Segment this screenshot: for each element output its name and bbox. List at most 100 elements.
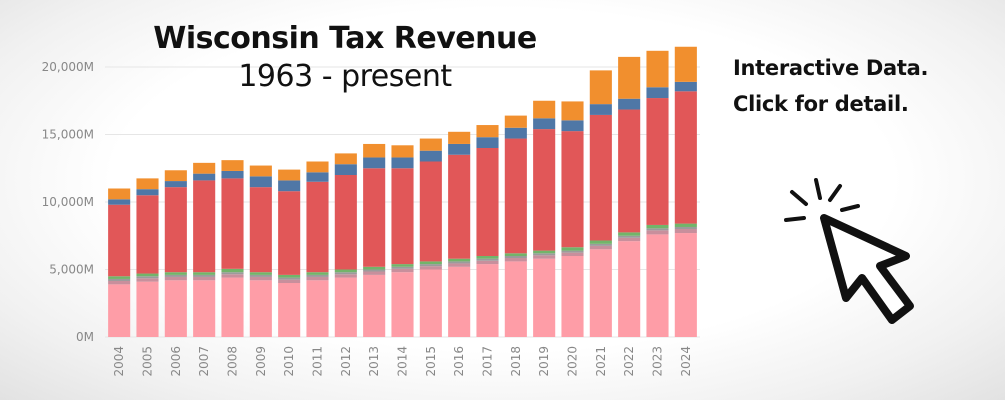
bar-segment[interactable]: [221, 170, 244, 179]
bar-segment[interactable]: [249, 187, 272, 273]
bar-segment[interactable]: [391, 264, 414, 267]
bar-segment[interactable]: [391, 266, 414, 269]
bar-segment[interactable]: [646, 234, 669, 337]
bar-segment[interactable]: [646, 224, 669, 229]
bar-segment[interactable]: [221, 160, 244, 171]
bar-segment[interactable]: [419, 269, 442, 338]
bar-segment[interactable]: [589, 70, 612, 105]
bar-segment[interactable]: [363, 266, 386, 270]
bar-segment[interactable]: [108, 204, 131, 277]
bar-segment[interactable]: [249, 176, 272, 188]
bar-segment[interactable]: [363, 274, 386, 337]
bar-segment[interactable]: [278, 274, 301, 278]
bar-segment[interactable]: [164, 181, 187, 188]
bar-segment[interactable]: [391, 157, 414, 169]
bar-segment[interactable]: [476, 256, 499, 259]
bar-segment[interactable]: [618, 98, 641, 110]
bar-segment[interactable]: [306, 161, 329, 173]
bar-segment[interactable]: [249, 274, 272, 277]
bar-segment[interactable]: [164, 170, 187, 182]
bar-segment[interactable]: [674, 46, 697, 82]
bar-segment[interactable]: [193, 276, 216, 281]
bar-segment[interactable]: [334, 175, 357, 270]
bar-segment[interactable]: [476, 125, 499, 138]
bar-segment[interactable]: [221, 277, 244, 337]
bar-segment[interactable]: [164, 272, 187, 275]
bar-segment[interactable]: [278, 277, 301, 280]
bar-segment[interactable]: [221, 272, 244, 275]
bar-segment[interactable]: [278, 279, 301, 284]
bar-segment[interactable]: [391, 168, 414, 265]
bar-segment[interactable]: [646, 230, 669, 235]
bar-segment[interactable]: [193, 180, 216, 273]
bar-segment[interactable]: [419, 266, 442, 270]
bar-segment[interactable]: [136, 276, 159, 279]
bar-segment[interactable]: [221, 268, 244, 273]
bar-segment[interactable]: [334, 272, 357, 275]
bar-segment[interactable]: [391, 272, 414, 337]
bar-segment[interactable]: [504, 127, 527, 139]
bar-segment[interactable]: [561, 252, 584, 257]
bar-segment[interactable]: [476, 258, 499, 261]
bar-segment[interactable]: [363, 143, 386, 158]
bar-segment[interactable]: [193, 173, 216, 181]
bar-segment[interactable]: [419, 264, 442, 267]
bar-segment[interactable]: [136, 273, 159, 277]
bar-segment[interactable]: [193, 272, 216, 275]
bar-segment[interactable]: [533, 129, 556, 251]
bar-segment[interactable]: [164, 274, 187, 277]
bar-segment[interactable]: [589, 243, 612, 246]
bar-segment[interactable]: [618, 241, 641, 337]
bar-segment[interactable]: [419, 150, 442, 162]
bar-segment[interactable]: [533, 258, 556, 337]
bar-segment[interactable]: [561, 250, 584, 253]
bar-segment[interactable]: [334, 269, 357, 273]
bar-segment[interactable]: [448, 261, 471, 264]
bar-segment[interactable]: [419, 261, 442, 265]
bar-segment[interactable]: [618, 109, 641, 233]
bar-segment[interactable]: [646, 50, 669, 88]
bar-segment[interactable]: [589, 240, 612, 244]
bar-segment[interactable]: [533, 100, 556, 119]
bar-segment[interactable]: [419, 161, 442, 262]
bar-segment[interactable]: [306, 276, 329, 281]
bar-segment[interactable]: [108, 188, 131, 200]
bar-segment[interactable]: [278, 180, 301, 192]
bar-segment[interactable]: [646, 228, 669, 231]
bar-segment[interactable]: [108, 199, 131, 205]
bar-segment[interactable]: [504, 253, 527, 256]
bar-segment[interactable]: [334, 277, 357, 337]
bar-segment[interactable]: [504, 115, 527, 128]
bar-segment[interactable]: [278, 283, 301, 337]
bar-segment[interactable]: [504, 256, 527, 259]
bar-segment[interactable]: [504, 258, 527, 262]
bar-segment[interactable]: [476, 148, 499, 256]
bar-segment[interactable]: [618, 56, 641, 99]
bar-segment[interactable]: [249, 165, 272, 177]
bar-segment[interactable]: [306, 280, 329, 337]
bars[interactable]: [108, 46, 697, 338]
bar-segment[interactable]: [306, 272, 329, 275]
bar-segment[interactable]: [674, 229, 697, 234]
bar-segment[interactable]: [674, 226, 697, 229]
bar-segment[interactable]: [249, 280, 272, 337]
bar-segment[interactable]: [589, 114, 612, 241]
bar-segment[interactable]: [448, 143, 471, 155]
bar-segment[interactable]: [448, 131, 471, 144]
bar-segment[interactable]: [108, 284, 131, 337]
bar-segment[interactable]: [136, 278, 159, 282]
bar-segment[interactable]: [674, 91, 697, 224]
bar-segment[interactable]: [533, 118, 556, 130]
bar-segment[interactable]: [334, 153, 357, 165]
bar-segment[interactable]: [589, 104, 612, 115]
bar-segment[interactable]: [363, 271, 386, 275]
bar-segment[interactable]: [334, 274, 357, 278]
bar-segment[interactable]: [448, 258, 471, 262]
bar-segment[interactable]: [363, 157, 386, 169]
bar-segment[interactable]: [306, 274, 329, 277]
bar-segment[interactable]: [476, 137, 499, 148]
bar-segment[interactable]: [334, 164, 357, 175]
bar-segment[interactable]: [504, 261, 527, 337]
bar-segment[interactable]: [476, 264, 499, 337]
